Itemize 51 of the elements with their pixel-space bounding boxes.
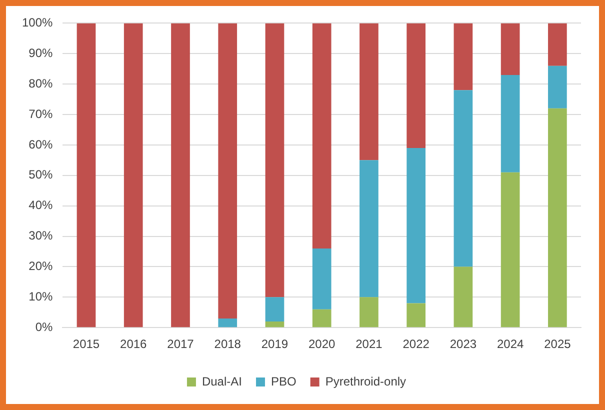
bar (454, 23, 473, 90)
legend-label: Dual-AI (202, 374, 242, 388)
bar (312, 23, 332, 248)
bar (360, 297, 378, 328)
y-tick-label: 100% (22, 16, 54, 30)
legend-label: PBO (270, 374, 296, 388)
bar (265, 322, 284, 328)
x-tick-label: 2017 (167, 337, 194, 352)
bar (218, 23, 238, 318)
bar (312, 248, 332, 310)
y-tick-label: 80% (28, 76, 54, 90)
x-tick-label: 2024 (496, 337, 524, 352)
bar (265, 23, 284, 298)
bar (265, 297, 284, 322)
bar (360, 23, 378, 160)
x-tick-label: 2019 (261, 337, 288, 352)
bar (500, 74, 520, 172)
bar (406, 303, 426, 328)
x-tick-label: 2015 (72, 337, 100, 352)
bar (548, 66, 567, 108)
x-tick-label: 2018 (214, 337, 242, 352)
y-tick-label: 20% (28, 259, 54, 274)
bar (500, 172, 520, 328)
y-tick-label: 40% (28, 198, 54, 212)
bar (406, 148, 426, 304)
bar (548, 108, 567, 328)
bar (312, 309, 332, 328)
y-tick-label: 90% (28, 46, 54, 60)
legend-label: Pyrethroid-only (325, 374, 406, 388)
x-tick-label: 2016 (120, 337, 148, 352)
bar (124, 23, 143, 328)
x-tick-label: 2021 (356, 337, 383, 352)
y-tick-label: 10% (28, 289, 54, 304)
bar (548, 23, 567, 66)
x-tick-label: 2020 (308, 337, 336, 352)
bar (171, 23, 190, 328)
y-tick-label: 70% (28, 106, 54, 121)
x-tick-label: 2022 (402, 337, 430, 352)
bar (454, 266, 473, 328)
bar (360, 160, 378, 298)
bar (454, 90, 473, 267)
bar (76, 23, 96, 328)
bar (406, 23, 426, 148)
y-tick-label: 50% (28, 168, 54, 182)
y-tick-label: 0% (35, 320, 54, 334)
x-tick-label: 2023 (450, 337, 477, 352)
x-tick-label: 2025 (544, 337, 572, 352)
y-tick-label: 60% (28, 137, 54, 152)
bar (218, 318, 238, 328)
y-tick-label: 30% (28, 228, 54, 243)
bar (500, 23, 520, 75)
